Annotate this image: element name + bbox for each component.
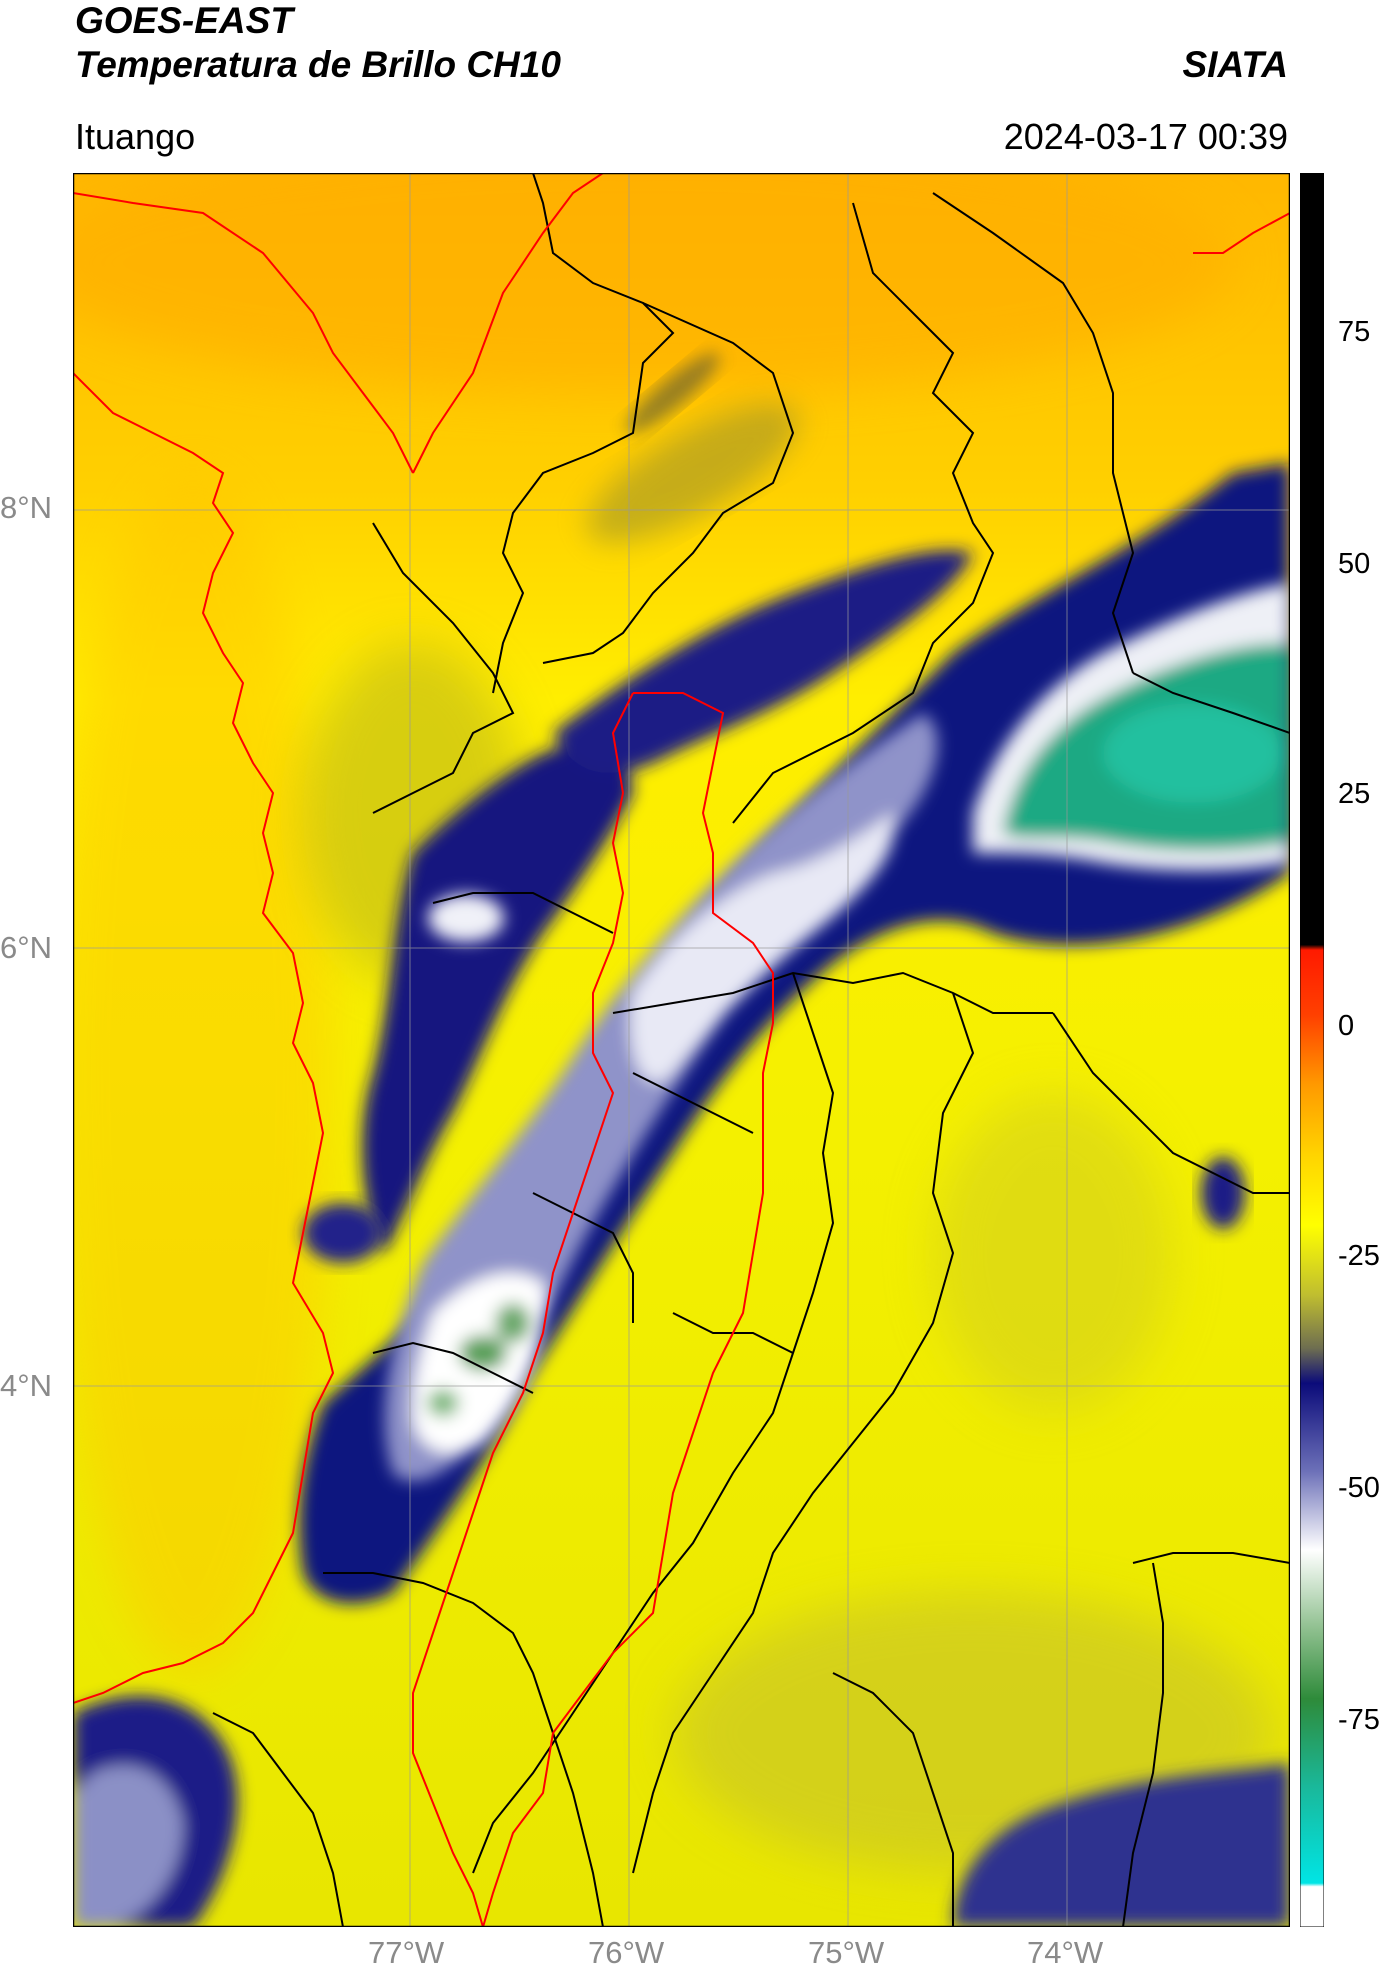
colorbar-tick-minus75: -75 (1338, 1704, 1380, 1736)
lat-tick-4n: 4°N (0, 1368, 53, 1403)
olive-band-ne (587, 403, 799, 543)
product-title: Temperatura de Brillo CH10 (75, 44, 561, 85)
warm-zone-west (73, 473, 333, 1673)
colorbar-tick-50: 50 (1338, 548, 1371, 580)
colorbar-tick-minus50: -50 (1338, 1472, 1380, 1504)
lon-tick-76w: 76°W (588, 1935, 665, 1970)
datetime-label: 2024-03-17 00:39 (1003, 116, 1288, 157)
colorbar (1300, 173, 1324, 1927)
region-label: Ituango (75, 116, 196, 157)
olive-zone-east (933, 1093, 1173, 1413)
se-cloud (953, 1763, 1290, 1927)
storm-cell-north (626, 352, 720, 434)
sw-cloud (73, 1696, 238, 1927)
lon-tick-75w: 75°W (808, 1935, 885, 1970)
convective-core (384, 713, 938, 1481)
colorbar-tick-minus25: -25 (1338, 1240, 1380, 1272)
lat-tick-6n: 6°N (0, 930, 53, 965)
storm-cell-west (303, 1203, 383, 1263)
colorbar-tick-0: 0 (1338, 1010, 1355, 1042)
brightness-temperature-map (73, 173, 1290, 1927)
storm-cell-east (1201, 1157, 1245, 1229)
satellite-title: GOES-EAST (75, 0, 293, 41)
department-borders (212, 173, 1290, 1927)
lon-tick-74w: 74°W (1027, 1935, 1104, 1970)
colorbar-tick-25: 25 (1338, 778, 1371, 810)
coastline-and-national-border (73, 173, 1290, 1927)
lon-tick-77w: 77°W (368, 1935, 445, 1970)
warm-zone-north (73, 173, 1233, 393)
cold-cloud-top (973, 583, 1290, 871)
brand-label: SIATA (1182, 44, 1288, 85)
colorbar-tick-75: 75 (1338, 316, 1371, 348)
lat-tick-8n: 8°N (0, 490, 53, 525)
